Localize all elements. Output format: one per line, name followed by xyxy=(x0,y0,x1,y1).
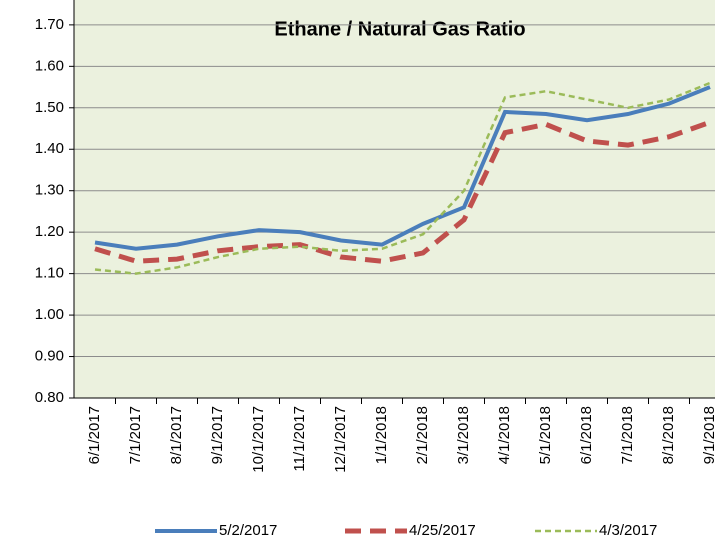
y-tick-label: 1.60 xyxy=(35,57,64,74)
x-tick-label: 9/1/2017 xyxy=(209,406,226,464)
legend-label: 4/3/2017 xyxy=(599,522,657,539)
x-tick-label: 3/1/2018 xyxy=(455,406,472,464)
x-tick-label: 7/1/2017 xyxy=(127,406,144,464)
x-tick-label: 12/1/2017 xyxy=(332,406,349,473)
x-tick-label: 1/1/2018 xyxy=(373,406,390,464)
series-line xyxy=(94,85,711,251)
x-tick-label: 9/1/2018 xyxy=(701,406,715,464)
chart-title: Ethane / Natural Gas Ratio xyxy=(274,18,525,40)
legend-label: 5/2/2017 xyxy=(219,522,277,539)
x-tick-label: 8/1/2018 xyxy=(660,406,677,464)
series-line xyxy=(94,81,711,275)
y-tick-label: 1.30 xyxy=(35,182,64,199)
y-tick-label: 1.20 xyxy=(35,223,64,240)
x-tick-label: 7/1/2018 xyxy=(619,406,636,464)
y-tick-label: 1.40 xyxy=(35,140,64,157)
x-tick-label: 4/1/2018 xyxy=(496,406,513,464)
x-tick-label: 6/1/2017 xyxy=(86,406,103,464)
x-tick-label: 11/1/2017 xyxy=(291,406,308,472)
x-tick-label: 8/1/2017 xyxy=(168,406,185,464)
y-tick-label: 0.90 xyxy=(35,348,64,365)
y-tick-label: 0.80 xyxy=(35,389,64,406)
y-tick-label: 1.70 xyxy=(35,16,64,33)
x-tick-label: 10/1/2017 xyxy=(250,406,267,473)
y-tick-label: 1.50 xyxy=(35,99,64,116)
x-tick-label: 5/1/2018 xyxy=(537,406,554,464)
y-tick-label: 1.10 xyxy=(35,265,64,282)
y-tick-label: 1.00 xyxy=(35,306,64,323)
x-tick-label: 2/1/2018 xyxy=(414,406,431,464)
series-line xyxy=(94,119,711,264)
plot-area xyxy=(74,0,715,398)
legend-label: 4/25/2017 xyxy=(409,522,476,539)
x-tick-label: 6/1/2018 xyxy=(578,406,595,464)
